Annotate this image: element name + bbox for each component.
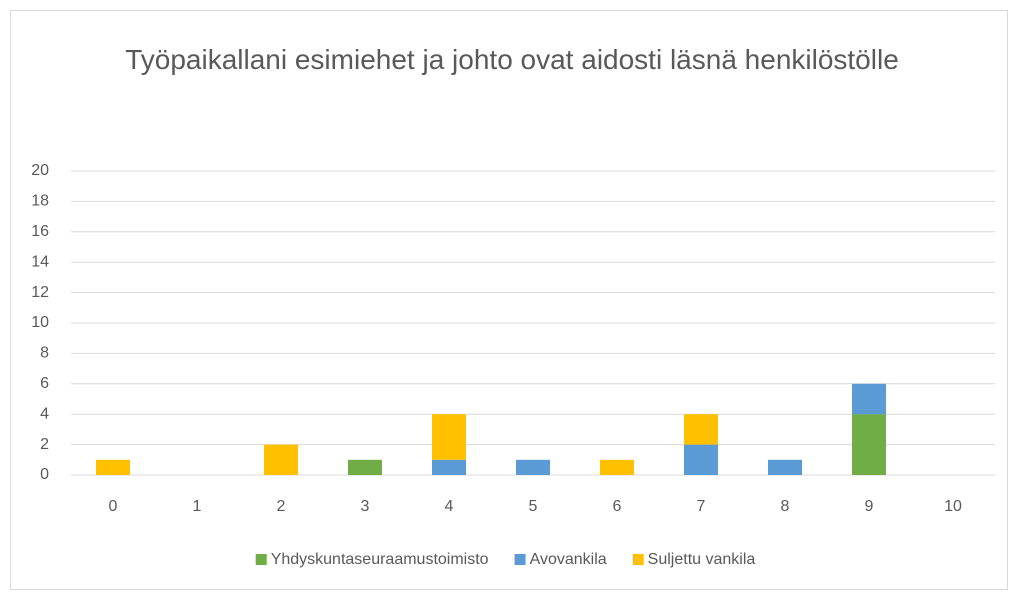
y-tick-label: 16 xyxy=(31,223,49,240)
legend-swatch xyxy=(255,554,267,565)
bar-segment xyxy=(264,444,298,475)
x-tick-label: 6 xyxy=(613,498,622,515)
legend-label: Avovankila xyxy=(530,551,607,568)
x-tick-label: 2 xyxy=(277,498,286,515)
bar-segment xyxy=(96,459,130,475)
bar-segment xyxy=(432,459,466,475)
y-tick-label: 10 xyxy=(31,314,49,331)
bar-segment xyxy=(684,444,718,475)
bar-segment xyxy=(684,414,718,445)
bar-segment xyxy=(432,414,466,460)
x-tick-label: 0 xyxy=(109,498,118,515)
x-tick-label: 10 xyxy=(944,498,962,515)
legend-swatch xyxy=(632,554,644,565)
legend-label: Yhdyskuntaseuraamustoimisto xyxy=(271,551,489,568)
x-tick-label: 3 xyxy=(361,498,370,515)
y-tick-label: 4 xyxy=(40,405,49,422)
y-tick-label: 6 xyxy=(40,375,49,392)
y-tick-label: 2 xyxy=(40,436,49,453)
chart-border xyxy=(10,10,1008,590)
bar-segment xyxy=(852,383,886,415)
chart-title: Työpaikallani esimiehet ja johto ovat ai… xyxy=(125,44,899,75)
x-tick-label: 4 xyxy=(445,498,454,515)
y-tick-label: 18 xyxy=(31,193,49,210)
bar-segment xyxy=(516,459,550,475)
x-tick-label: 8 xyxy=(781,498,790,515)
y-tick-label: 8 xyxy=(40,345,49,362)
bar-segment xyxy=(600,459,634,475)
bar-segment xyxy=(348,459,382,475)
y-tick-label: 12 xyxy=(31,284,49,301)
x-tick-label: 5 xyxy=(529,498,538,515)
bar-segment xyxy=(768,459,802,475)
legend-label: Suljettu vankila xyxy=(648,551,756,568)
y-tick-label: 20 xyxy=(31,162,49,179)
legend-swatch xyxy=(514,554,526,565)
x-tick-label: 1 xyxy=(193,498,202,515)
y-tick-label: 14 xyxy=(31,253,49,270)
x-tick-label: 7 xyxy=(697,498,706,515)
y-tick-label: 0 xyxy=(40,466,49,483)
x-tick-label: 9 xyxy=(865,498,874,515)
bar-segment xyxy=(852,414,886,475)
